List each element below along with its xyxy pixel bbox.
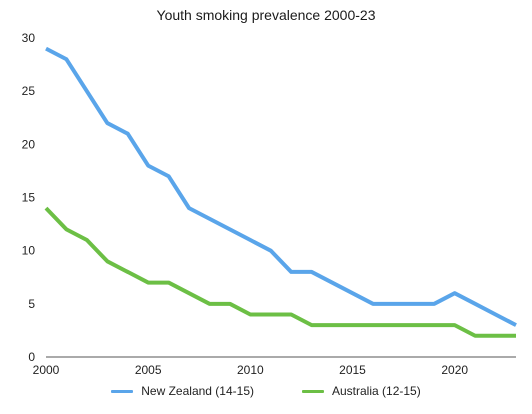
tick-labels: 0 5 10 15 20 25 30 2000 2005 2010 2015 2020 (22, 31, 469, 377)
legend-label: Australia (12-15) (332, 384, 421, 398)
x-tick-label: 2020 (441, 363, 468, 377)
series-line (44, 206, 516, 338)
legend-item: New Zealand (14-15) (111, 384, 254, 398)
chart-title: Youth smoking prevalence 2000-23 (156, 7, 376, 23)
y-tick-label: 25 (22, 84, 36, 98)
legend-label: New Zealand (14-15) (141, 384, 254, 398)
y-tick-label: 5 (28, 297, 35, 311)
legend-swatch (302, 389, 324, 393)
y-tick-label: 0 (28, 350, 35, 364)
legend: New Zealand (14-15) Australia (12-15) (0, 384, 532, 398)
y-tick-label: 20 (22, 137, 36, 151)
legend-item: Australia (12-15) (302, 384, 421, 398)
y-tick-label: 30 (22, 31, 36, 45)
x-tick-label: 2000 (33, 363, 60, 377)
series-australia (44, 206, 517, 338)
x-tick-label: 2015 (339, 363, 366, 377)
y-tick-label: 15 (22, 191, 36, 205)
y-tick-label: 10 (22, 244, 36, 258)
series-new-zealand (45, 46, 517, 327)
legend-swatch (111, 389, 134, 393)
series-line (45, 46, 517, 327)
x-tick-label: 2005 (135, 363, 162, 377)
x-tick-label: 2010 (237, 363, 264, 377)
series-layer (44, 46, 517, 338)
